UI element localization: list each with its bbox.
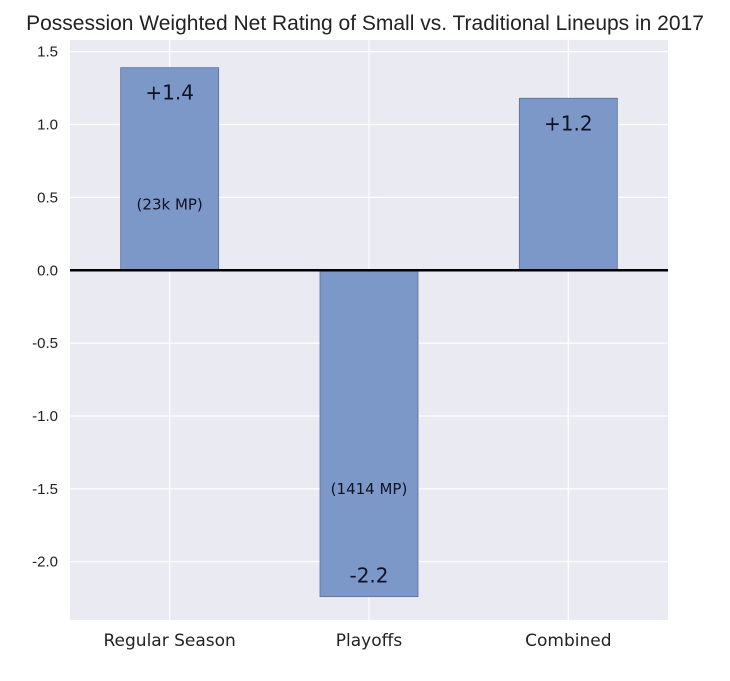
minutes-played-label: (1414 MP) <box>331 480 408 498</box>
value-label: +1.4 <box>145 81 194 105</box>
data-labels: +1.4 (23k MP) -2.2 (1414 MP) +1.2 <box>137 81 593 588</box>
y-tick-label: 0.0 <box>37 262 58 279</box>
value-label: +1.2 <box>544 111 593 135</box>
bar-combined <box>518 97 618 271</box>
x-tick-label: Playoffs <box>336 631 403 651</box>
y-tick-label: -1.0 <box>32 408 58 425</box>
bar-regular-season <box>120 67 220 271</box>
y-tick-label: -2.0 <box>32 554 58 571</box>
y-tick-label: 1.5 <box>37 44 58 61</box>
x-tick-label: Regular Season <box>104 631 236 651</box>
bar-playoffs <box>319 269 419 598</box>
value-label: -2.2 <box>349 564 388 588</box>
y-tick-label: -0.5 <box>32 335 58 352</box>
x-axis-ticks: Regular Season Playoffs Combined <box>104 631 612 651</box>
y-tick-label: 1.0 <box>37 117 58 134</box>
chart-title: Possession Weighted Net Rating of Small … <box>26 12 704 35</box>
minutes-played-label: (23k MP) <box>137 196 203 214</box>
bars <box>120 67 618 598</box>
y-axis-ticks: 1.5 1.0 0.5 0.0 -0.5 -1.0 -1.5 -2.0 <box>32 44 58 571</box>
x-tick-label: Combined <box>525 631 611 651</box>
y-tick-label: 0.5 <box>37 189 58 206</box>
y-tick-label: -1.5 <box>32 481 58 498</box>
